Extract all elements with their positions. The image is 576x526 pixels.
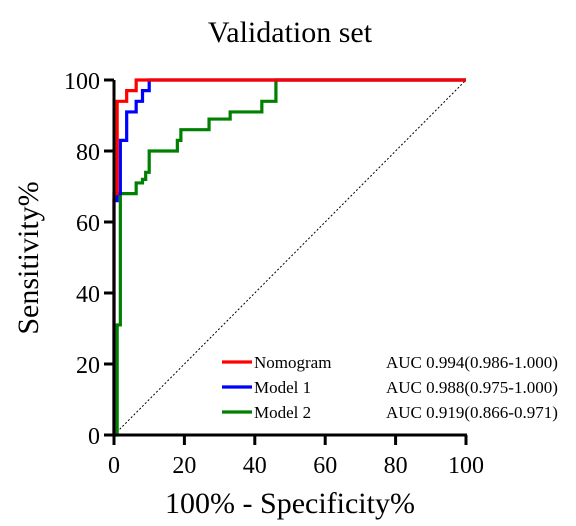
x-tick-label: 100 xyxy=(448,453,484,479)
x-tick-label: 20 xyxy=(172,453,196,479)
y-tick-label: 40 xyxy=(76,282,100,308)
legend-label: Model 2 xyxy=(254,403,311,422)
y-tick-label: 80 xyxy=(76,140,100,166)
y-tick-label: 0 xyxy=(88,424,100,450)
series-line-model-2 xyxy=(114,78,466,437)
x-tick-label: 40 xyxy=(243,453,267,479)
series-line-model-1 xyxy=(112,78,466,435)
y-tick-label: 60 xyxy=(76,211,100,237)
y-axis-label: Sensitivity% xyxy=(12,181,45,334)
legend-auc-label: AUC 0.919(0.866-0.971) xyxy=(386,403,558,422)
legend-label: Model 1 xyxy=(254,378,311,397)
legend-auc-label: AUC 0.994(0.986-1.000) xyxy=(386,353,558,372)
y-tick-label: 100 xyxy=(64,69,100,95)
plot-area: 0 20 40 60 80 100 0 20 40 60 80 100 Nomogram AUC 0.99… xyxy=(64,69,558,479)
chart-title: Validation set xyxy=(208,16,373,49)
series-line-nomogram xyxy=(112,78,466,435)
y-tick-label: 20 xyxy=(76,353,100,379)
diagonal-reference-line xyxy=(113,79,467,436)
x-tick-label: 0 xyxy=(108,453,120,479)
x-tick-label: 60 xyxy=(313,453,337,479)
x-axis-label: 100% - Specificity% xyxy=(165,487,415,520)
x-tick-label: 80 xyxy=(384,453,408,479)
legend-auc-label: AUC 0.988(0.975-1.000) xyxy=(386,378,558,397)
legend-label: Nomogram xyxy=(254,353,331,372)
